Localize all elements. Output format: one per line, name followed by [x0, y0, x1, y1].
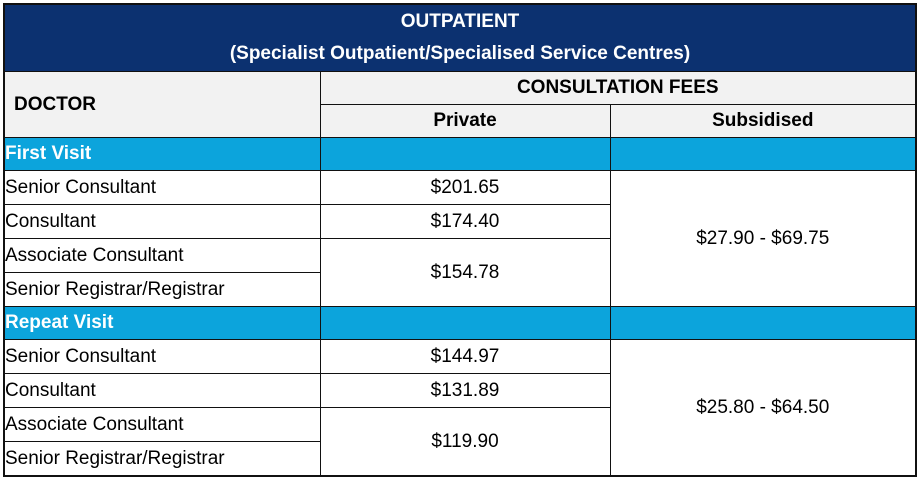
- table-row: Senior Consultant $201.65 $27.90 - $69.7…: [3, 170, 917, 307]
- title-line-2: (Specialist Outpatient/Specialised Servi…: [229, 43, 691, 64]
- table-title: OUTPATIENT (Specialist Outpatient/Specia…: [3, 3, 917, 72]
- subsidised-fee-cell: $27.90 - $69.75: [609, 170, 917, 307]
- private-fee-cell: $119.90: [319, 407, 611, 477]
- section-fill: [609, 137, 917, 171]
- section-row-first-visit: First Visit: [3, 137, 917, 171]
- doctor-column-header: DOCTOR: [3, 71, 321, 138]
- private-fee-cell: $201.65: [319, 170, 611, 205]
- table-row: Senior Registrar/Registrar: [3, 441, 916, 477]
- section-fill: [319, 306, 611, 340]
- subsidised-fee-cell: $25.80 - $64.50: [609, 339, 917, 477]
- private-fee-cell: $154.78: [319, 238, 611, 307]
- section-row-repeat-visit: Repeat Visit: [3, 306, 917, 340]
- title-line-1: OUTPATIENT: [400, 11, 520, 32]
- table-row: Associate Consultant $154.78: [3, 238, 916, 307]
- section-label: First Visit: [3, 137, 321, 171]
- private-column-header: Private: [319, 104, 611, 138]
- table-row: Senior Consultant $144.97 $25.80 - $64.5…: [3, 339, 917, 477]
- header-row-1: DOCTOR CONSULTATION FEES: [3, 71, 917, 138]
- private-fee-cell: $174.40: [319, 204, 611, 239]
- title-row: OUTPATIENT (Specialist Outpatient/Specia…: [3, 3, 917, 72]
- section-fill: [609, 306, 917, 340]
- consultation-fees-header: CONSULTATION FEES: [319, 71, 917, 105]
- header-row-2: Private Subsidised: [4, 104, 917, 138]
- table-row: Associate Consultant $119.90: [3, 407, 916, 477]
- doctor-cell: Associate Consultant: [3, 407, 321, 442]
- subsidised-column-header: Subsidised: [609, 104, 917, 138]
- doctor-cell: Senior Consultant: [3, 339, 321, 374]
- doctor-cell: Consultant: [3, 373, 321, 408]
- doctor-cell: Associate Consultant: [3, 238, 321, 273]
- doctor-cell: Consultant: [3, 204, 321, 239]
- section-fill: [319, 137, 611, 171]
- table-row: Consultant $174.40: [3, 204, 916, 239]
- private-fee-cell: $144.97: [319, 339, 611, 374]
- consultation-fees-table: OUTPATIENT (Specialist Outpatient/Specia…: [3, 3, 918, 477]
- table-row: Senior Registrar/Registrar: [3, 272, 916, 307]
- private-fee-cell: $131.89: [319, 373, 611, 408]
- doctor-cell: Senior Registrar/Registrar: [3, 272, 321, 307]
- section-label: Repeat Visit: [3, 306, 321, 340]
- table-row: Consultant $131.89: [3, 373, 916, 408]
- doctor-cell: Senior Consultant: [3, 170, 321, 205]
- doctor-cell: Senior Registrar/Registrar: [3, 441, 321, 477]
